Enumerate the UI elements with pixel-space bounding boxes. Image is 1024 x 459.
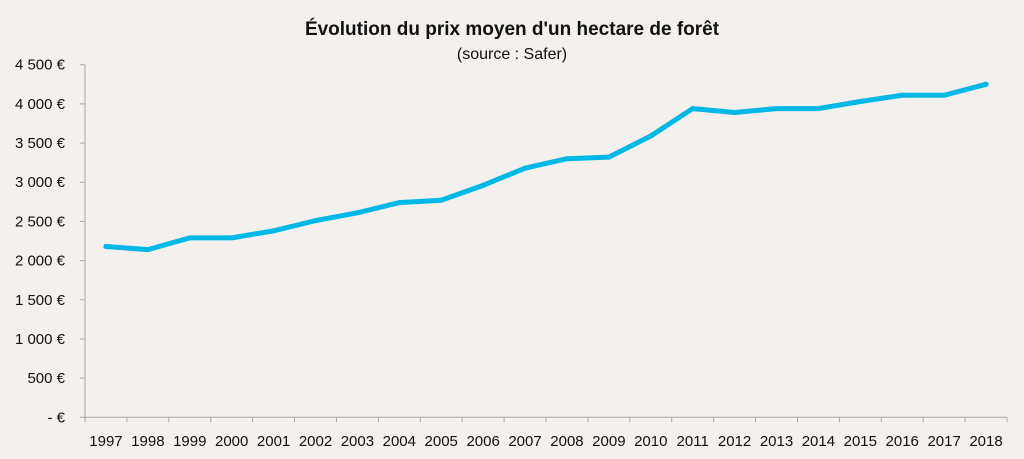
series-line [103,81,989,253]
x-tick-label: 2008 [550,433,583,450]
data-point-2005 [438,197,444,203]
x-tick-label: 1997 [89,433,122,450]
x-tick-label: 2007 [508,433,541,450]
x-tick-label: 2017 [927,433,960,450]
data-point-1998 [145,247,151,253]
y-tick-label: - € [47,409,65,426]
x-tick-label: 2003 [341,433,374,450]
x-tick-label: 2001 [257,433,290,450]
y-tick-label: 500 € [27,370,65,387]
x-tick-label: 2000 [215,433,248,450]
y-tick-label: 1 000 € [15,331,66,348]
y-tick-label: 3 000 € [15,174,66,191]
data-point-2015 [857,99,863,105]
y-tick-label: 4 500 € [15,57,66,74]
data-point-2000 [229,235,235,241]
data-point-2014 [815,106,821,112]
x-tick-label: 2018 [969,433,1002,450]
data-point-2009 [606,154,612,160]
x-tick-label: 2016 [886,433,919,450]
x-tick-label: 2015 [844,433,877,450]
y-tick-label: 2 500 € [15,213,66,230]
x-tick-label: 2014 [802,433,835,450]
data-point-1997 [103,243,109,249]
data-point-2006 [480,182,486,188]
x-tick-label: 1998 [131,433,164,450]
x-tick-label: 2011 [677,433,709,450]
data-point-2013 [774,106,779,112]
chart-title: Évolution du prix moyen d'un hectare de … [305,18,720,40]
y-tick-label: 2 000 € [15,253,66,270]
y-tick-label: 4 000 € [15,96,66,113]
data-point-2007 [522,165,528,171]
data-point-2016 [899,92,905,98]
data-point-2004 [396,200,402,206]
data-point-2017 [941,92,947,98]
data-point-2011 [690,106,696,112]
data-point-2010 [648,133,654,139]
x-tick-label: 2005 [425,433,458,450]
data-point-2008 [564,156,570,162]
data-point-2003 [354,210,360,216]
x-tick-label: 2006 [466,433,499,450]
data-point-2002 [313,218,318,224]
x-tick-label: 2010 [634,433,667,450]
data-point-2012 [732,109,738,115]
data-point-1999 [187,235,193,241]
x-tick-label: 1999 [173,433,206,450]
data-point-2001 [271,228,277,234]
data-point-2018 [983,81,989,87]
y-tick-label: 3 500 € [15,135,66,152]
x-tick-label: 2002 [299,433,332,450]
x-tick-label: 2012 [718,433,751,450]
x-tick-label: 2004 [383,433,416,450]
chart-subtitle: (source : Safer) [457,46,567,63]
x-tick-label: 2009 [592,433,625,450]
y-tick-label: 1 500 € [15,292,66,309]
x-tick-label: 2013 [760,433,793,450]
